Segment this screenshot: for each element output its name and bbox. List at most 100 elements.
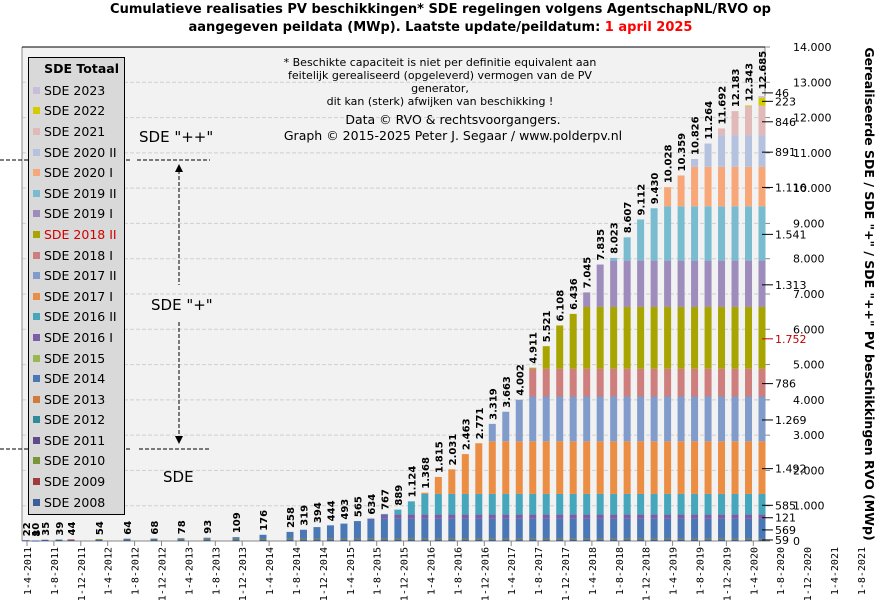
bar-segment [610,538,618,540]
bar-segment [650,493,658,515]
bar-segment [664,538,672,540]
bar-total-label: 10 [31,523,42,537]
bar-segment [367,518,375,539]
bar-segment [502,514,510,519]
bar-segment [745,518,753,539]
bar-segment [556,514,564,519]
legend-swatch [33,230,40,238]
segment-label: 1.541 [775,228,807,241]
bar-segment [596,441,604,494]
bar-segment [758,260,766,307]
bar-segment [529,518,537,539]
bar-total-label: 10.826 [691,116,702,155]
y-tick-label: 1.000 [793,500,825,513]
bar-total-label: 2.031 [448,434,459,466]
legend: SDE Totaal SDE 2023 SDE 2022 SDE 2021 SDE 2… [28,57,125,515]
bar-segment [407,501,415,515]
bar-total-label: 1.815 [434,441,445,473]
segment-label: 1.492 [775,463,807,476]
bar-segment [623,514,631,519]
bar-segment [542,493,550,515]
bar-segment [583,493,591,515]
legend-swatch [33,354,40,362]
x-tick-label: 1-8-2017 [534,547,545,595]
bar-segment [758,396,766,442]
legend-swatch [33,272,40,280]
legend-label: SDE 2015 [44,350,106,366]
legend-label: SDE 2012 [44,412,106,428]
title-line-2-text: aangegeven peildata (MWp). Laatste updat… [188,20,605,35]
bar-segment [637,514,645,519]
bar-segment [718,166,726,207]
legend-swatch [33,127,40,135]
bar-total-label: 444 [326,500,337,521]
bar-segment [421,492,429,494]
bar-segment [515,518,523,539]
bar-segment [677,260,685,307]
legend-label: SDE 2019 II [44,185,117,201]
bar-segment [677,518,685,539]
bar-segment [150,539,158,541]
segment-label: 891 [775,146,796,159]
bar-segment [583,514,591,519]
legend-swatch [33,457,40,465]
bar-segment [380,539,388,541]
bar-segment [718,128,726,136]
bar-segment [340,523,348,539]
bar-segment [421,538,429,540]
bar-segment [259,539,267,541]
arrow-down-head [175,436,183,444]
bar-segment [691,158,699,167]
bar-segment [637,538,645,540]
bar-segment [664,260,672,307]
bar-segment [502,493,510,515]
segment-label: 59 [775,534,789,547]
bar-segment [610,260,618,307]
bar-segment [596,306,604,369]
bar-segment [610,539,618,541]
bar-segment [758,518,766,539]
note-line-2: feitelijk gerealiseerd (opgeleverd) verm… [288,69,592,95]
bar-segment [718,514,726,519]
y-tick-label: 14.000 [793,41,832,54]
bar-total-label: 319 [299,505,310,526]
bar-total-label: 109 [232,512,243,533]
bar-segment [502,538,510,540]
bar-segment [758,166,766,207]
x-tick-label: 1-12-2015 [400,547,411,601]
bar-segment [461,514,469,519]
bar-segment [421,518,429,539]
bar-segment [515,539,523,541]
bar-segment [664,306,672,369]
bar-segment [650,539,658,541]
bar-segment [569,514,577,519]
x-tick-label: 1-12-2019 [722,547,733,601]
bar-segment [434,493,442,515]
bar-total-label: 2.463 [461,418,472,450]
bar-segment [380,514,388,519]
legend-item: SDE 2011 [29,430,124,451]
legend-label: SDE 2017 I [44,288,113,304]
bar-segment [434,476,442,494]
bar-segment [475,443,483,494]
bar-segment [569,368,577,397]
bar-segment [529,396,537,442]
arrow-up-head [175,164,183,172]
bar-segment [718,260,726,307]
bar-segment [502,539,510,541]
y-tick-label: 0 [793,535,800,548]
bar-segment [691,514,699,519]
legend-swatch [33,292,40,300]
bar-segment [259,538,267,540]
bar-segment [731,306,739,369]
y-tick-label: 9.000 [793,217,825,230]
bar-segment [596,493,604,515]
bar-total-label: 3.319 [488,388,499,420]
bar-segment [664,518,672,539]
y-tick-label: 12.000 [793,112,832,125]
bar-segment [569,539,577,541]
bar-segment [556,538,564,540]
bar-total-label: 394 [313,502,324,523]
x-tick-label: 1-8-2014 [292,547,303,595]
title-line-2: aangegeven peildata (MWp). Laatste updat… [0,19,881,37]
